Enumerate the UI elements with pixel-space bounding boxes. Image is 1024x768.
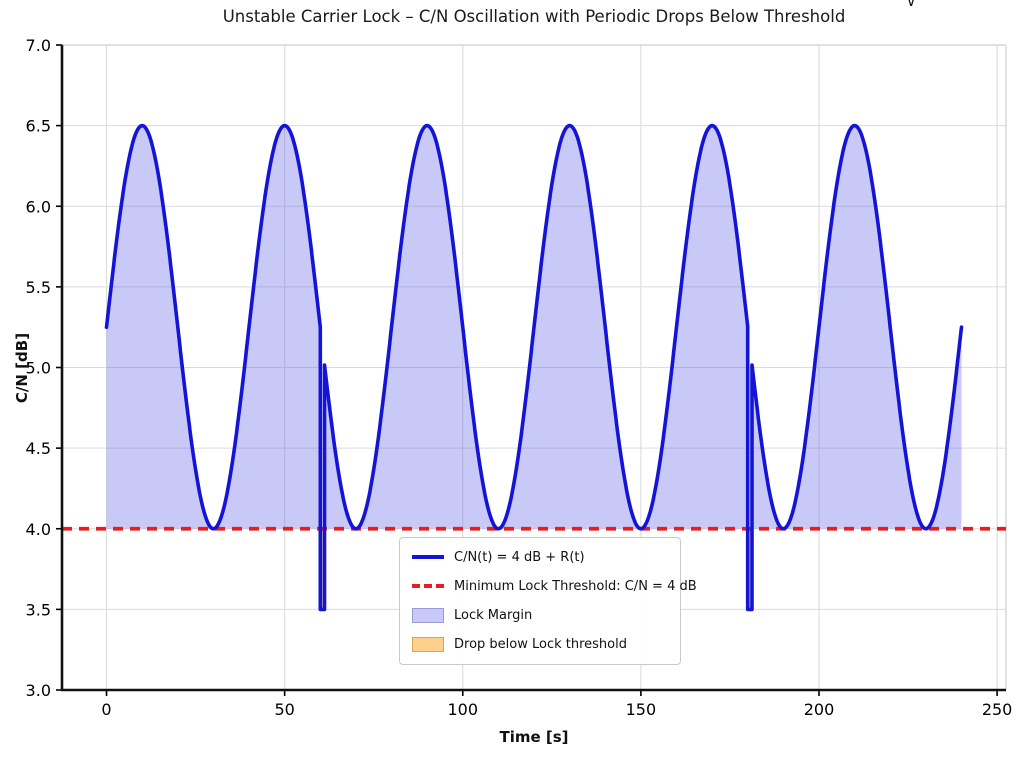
lock-margin-fill [324, 125, 748, 529]
legend-label-drop: Drop below Lock threshold [454, 636, 627, 652]
y-tick-label: 5.5 [26, 278, 51, 297]
y-tick-label: 4.0 [26, 520, 51, 539]
legend-item-threshold: Minimum Lock Threshold: C/N = 4 dB [412, 576, 697, 596]
x-tick-label: 200 [804, 700, 835, 719]
x-tick-label: 50 [274, 700, 294, 719]
legend-item-signal: C/N(t) = 4 dB + R(t) [412, 547, 670, 567]
legend-box: C/N(t) = 4 dB + R(t) Minimum Lock Thresh… [399, 537, 697, 665]
y-tick-label: 7.0 [26, 36, 51, 55]
legend-label-signal: C/N(t) = 4 dB + R(t) [454, 549, 585, 565]
x-tick-label: 100 [447, 700, 478, 719]
lock-margin-fill [752, 125, 962, 529]
y-tick-label: 3.0 [26, 681, 51, 700]
legend-label-threshold: Minimum Lock Threshold: C/N = 4 dB [454, 578, 697, 594]
y-tick-label: 6.5 [26, 117, 51, 136]
legend-label-lock-margin: Lock Margin [454, 607, 533, 623]
legend-item-lock-margin: Lock Margin [412, 605, 670, 625]
x-axis-label: Time [s] [499, 728, 569, 746]
y-tick-label: 3.5 [26, 600, 51, 619]
lock-margin-fill [106, 125, 321, 529]
x-tick-label: 250 [982, 700, 1013, 719]
drop-threshold-swatch [412, 636, 444, 652]
y-tick-label: 4.5 [26, 439, 51, 458]
x-tick-label: 0 [101, 700, 111, 719]
drop-below-threshold-fill [320, 528, 325, 610]
threshold-line-swatch [412, 584, 444, 588]
y-axis-label: C/N [dB] [13, 332, 31, 404]
signal-curve [104, 123, 964, 612]
y-tick-label: 5.0 [26, 359, 51, 378]
drop-below-threshold-fill [747, 528, 753, 610]
lock-margin-swatch [412, 607, 444, 623]
signal-line-swatch [412, 555, 444, 559]
legend-item-drop: Drop below Lock threshold [412, 634, 670, 654]
x-tick-label: 150 [626, 700, 657, 719]
y-tick-label: 6.0 [26, 197, 51, 216]
cropped-artifact-glyph: ∨ [906, 0, 917, 10]
chart-title: Unstable Carrier Lock – C/N Oscillation … [222, 7, 846, 26]
